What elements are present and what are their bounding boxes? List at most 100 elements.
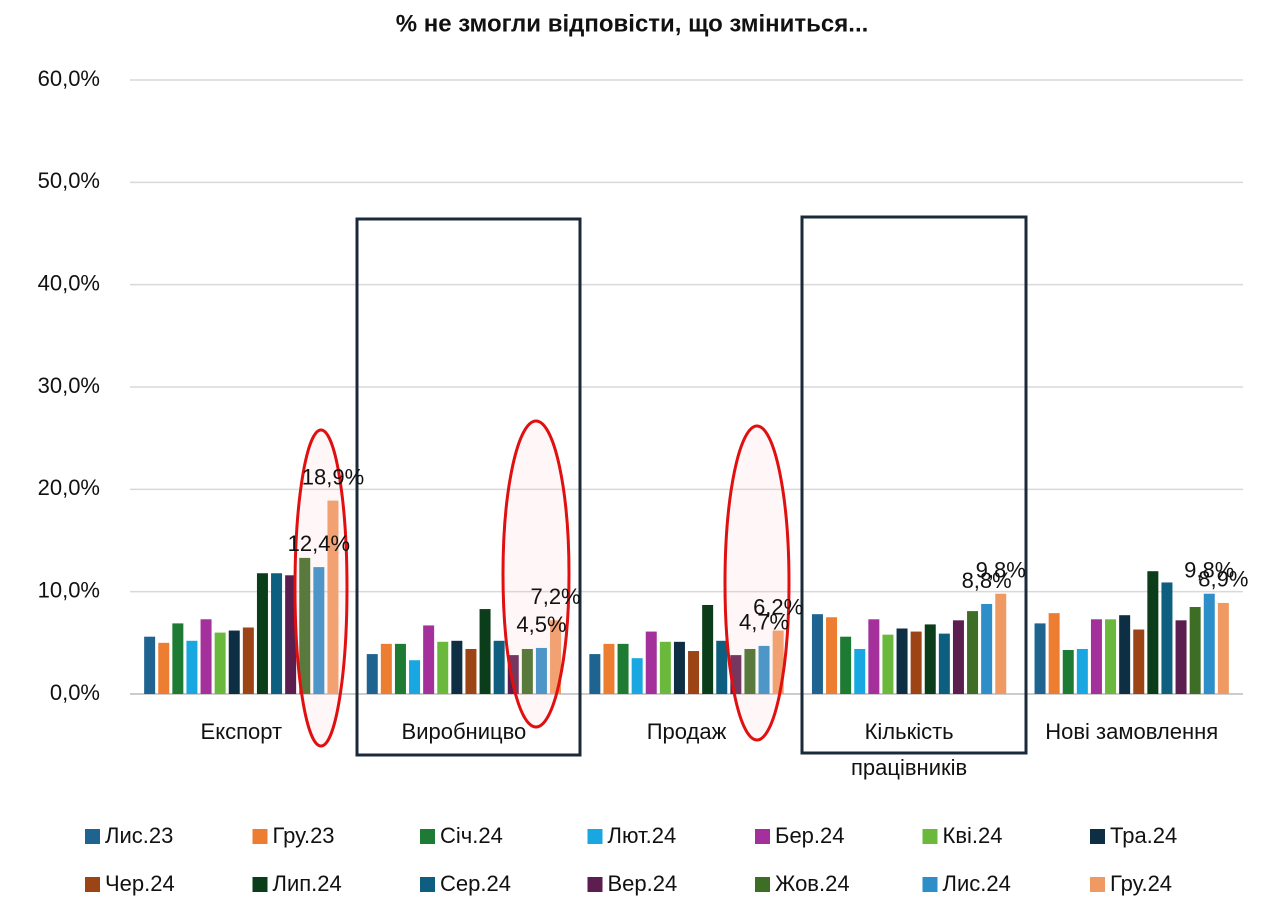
bar: [826, 617, 838, 694]
y-tick-label: 40,0%: [38, 270, 100, 295]
bar: [327, 500, 339, 694]
bar: [882, 634, 894, 694]
bar: [1062, 649, 1074, 694]
bar: [673, 641, 685, 694]
bar: [493, 640, 505, 694]
highlight-ellipse: [501, 419, 571, 729]
legend-label: Лис.23: [105, 823, 173, 848]
bar: [1161, 582, 1173, 694]
legend-label: Кві.24: [943, 823, 1003, 848]
legend-label: Лют.24: [608, 823, 677, 848]
bar: [465, 648, 477, 694]
legend-label: Гру.24: [1110, 871, 1172, 896]
bar: [214, 632, 226, 694]
data-label: 9,8%: [976, 558, 1026, 583]
legend-swatch: [922, 829, 938, 844]
bar: [366, 654, 378, 694]
data-label: 12,4%: [288, 531, 350, 556]
legend-swatch: [252, 877, 268, 892]
bar: [394, 643, 406, 694]
legend-swatch: [1090, 829, 1105, 844]
legend-swatch: [755, 829, 770, 844]
bar: [437, 641, 449, 694]
bar: [589, 654, 601, 694]
legend-label: Лип.24: [273, 871, 342, 896]
bar: [1105, 619, 1117, 694]
bar: [868, 619, 880, 694]
bar: [550, 620, 562, 694]
legend-swatch: [587, 829, 603, 844]
bar: [896, 628, 908, 694]
y-tick-label: 10,0%: [38, 577, 100, 602]
data-label: 7,2%: [530, 584, 580, 609]
highlight-ellipse: [723, 424, 791, 742]
bar: [479, 609, 491, 694]
bar: [1076, 648, 1088, 694]
data-label: 4,5%: [516, 612, 566, 637]
x-tick-label: Продаж: [646, 719, 727, 744]
chart-title: % не змогли відповісти, що зміниться...: [396, 10, 869, 37]
bar: [659, 641, 671, 694]
bar: [1175, 620, 1187, 694]
bar: [617, 643, 629, 694]
bar: [967, 611, 979, 694]
legend-swatch: [85, 829, 100, 844]
bar: [535, 647, 547, 694]
legend-swatch: [922, 877, 938, 892]
bar: [1189, 607, 1201, 694]
bar: [1119, 615, 1131, 694]
y-tick-label: 30,0%: [38, 373, 100, 398]
bar: [200, 619, 212, 694]
bar: [1133, 629, 1145, 694]
data-label: 9,8%: [1184, 558, 1234, 583]
bar: [924, 624, 936, 694]
x-tick-label: Нові замовлення: [1045, 719, 1219, 744]
bar: [144, 636, 156, 694]
bar: [299, 557, 311, 694]
legend-swatch: [1090, 877, 1105, 892]
bar: [1217, 602, 1229, 694]
legend-swatch: [420, 829, 435, 844]
bar: [228, 630, 240, 694]
bar: [186, 640, 198, 694]
bar: [772, 630, 784, 694]
legend-label: Жов.24: [775, 871, 850, 896]
highlight-box: [800, 215, 1028, 755]
bar: [285, 575, 297, 694]
bar: [952, 620, 964, 694]
bar: [1090, 619, 1102, 694]
bar: [256, 573, 268, 694]
x-tick-label: Кількість працівників: [850, 719, 968, 780]
bar: [158, 642, 170, 694]
bar: [840, 636, 852, 694]
bar: [1048, 613, 1060, 694]
bar: [451, 640, 463, 694]
data-label: 8,9%: [1198, 567, 1248, 592]
bar: [716, 640, 728, 694]
bar: [910, 631, 922, 694]
bar: [854, 648, 866, 694]
legend-label: Сер.24: [440, 871, 511, 896]
y-tick-label: 50,0%: [38, 168, 100, 193]
bar: [1203, 593, 1215, 694]
bar: [172, 623, 184, 694]
legend-label: Гру.23: [273, 823, 335, 848]
legend-label: Тра.24: [1110, 823, 1177, 848]
data-label: 6,2%: [753, 594, 803, 619]
bar: [758, 645, 770, 694]
legend-label: Вер.24: [608, 871, 678, 896]
legend-label: Січ.24: [440, 823, 503, 848]
data-label: 4,7%: [739, 610, 789, 635]
bar: [631, 658, 643, 694]
legend-label: Лис.24: [943, 871, 1011, 896]
bar: [1147, 571, 1159, 694]
data-label: 18,9%: [302, 464, 364, 489]
legend-swatch: [252, 829, 268, 844]
x-tick-label: Виробницво: [401, 719, 527, 744]
legend-label: Бер.24: [775, 823, 845, 848]
bar: [423, 625, 435, 694]
bar: [645, 631, 657, 694]
bar: [688, 651, 700, 694]
legend-label: Чер.24: [105, 871, 175, 896]
